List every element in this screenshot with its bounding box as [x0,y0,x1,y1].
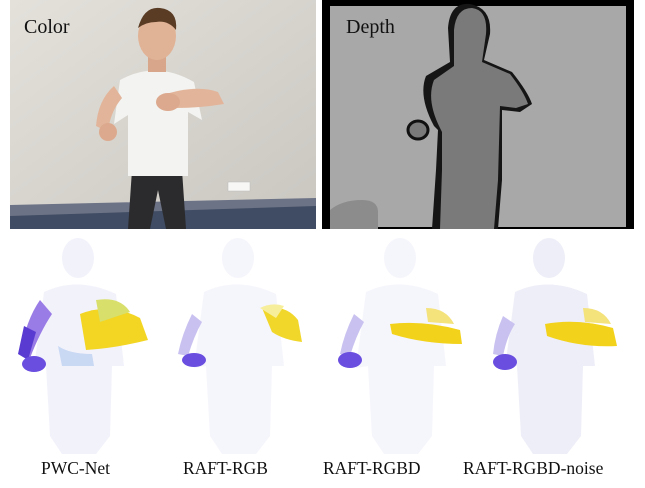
depth-image-panel: Depth [322,0,634,229]
caption-raft-rgbd: RAFT-RGBD [323,458,421,478]
color-image [10,0,316,229]
caption-raft-rgb: RAFT-RGB [183,458,268,478]
flow-image-pwc-net [0,236,160,456]
caption-pwc-net: PWC-Net [41,458,111,478]
color-label: Color [24,16,70,38]
depth-image [322,0,634,229]
flow-image-raft-rgb [160,236,320,456]
color-image-panel: Color [10,0,316,229]
flow-image-raft-rgbd [320,236,480,456]
caption-raft-rgbd-noise: RAFT-RGBD-noise [463,458,604,478]
flow-image-raft-rgbd-noise [485,236,645,456]
depth-label: Depth [346,16,395,38]
